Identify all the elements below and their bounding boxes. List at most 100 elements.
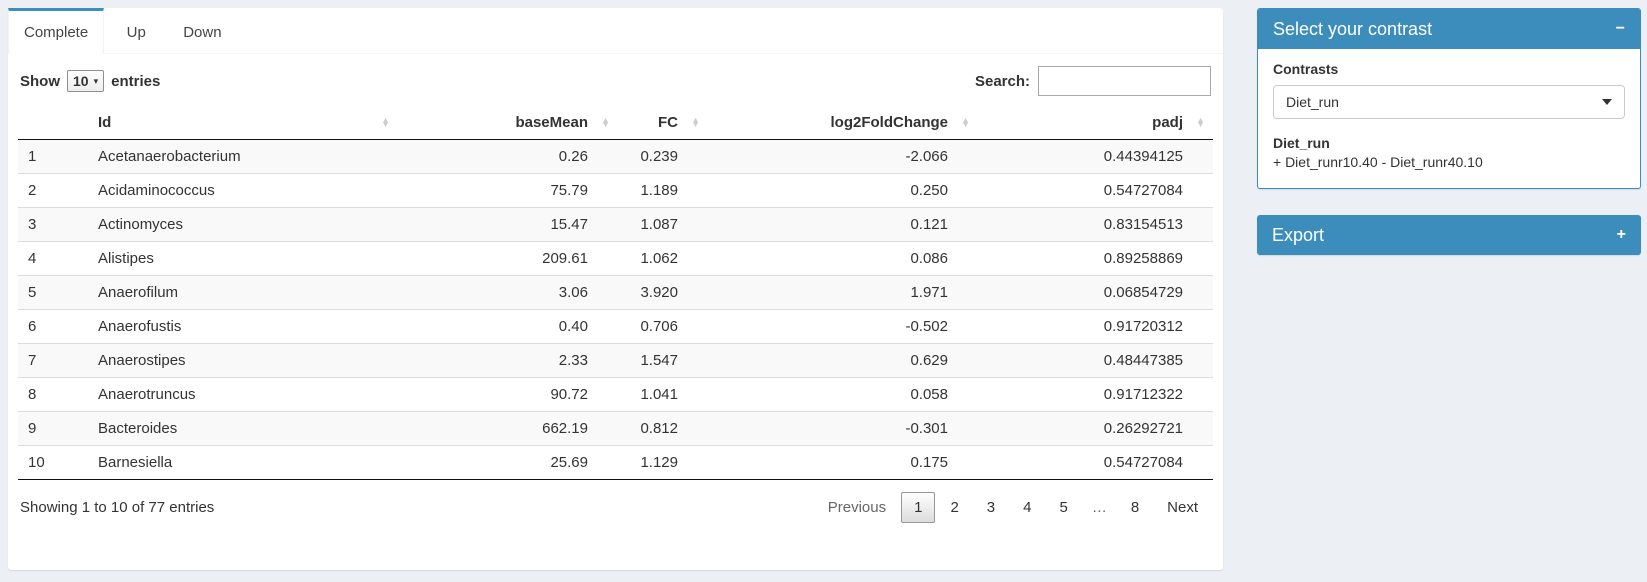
column-label: Id bbox=[98, 114, 112, 131]
cell-log2FoldChange: 0.175 bbox=[708, 445, 978, 480]
right-panel: Select your contrast − Contrasts Diet_ru… bbox=[1257, 8, 1641, 570]
page-length-select[interactable]: 10 ▾ bbox=[67, 70, 105, 92]
contrast-panel-header: Select your contrast − bbox=[1258, 9, 1640, 49]
tab-down[interactable]: Down bbox=[183, 24, 222, 41]
export-panel: Export + bbox=[1257, 215, 1641, 255]
cell-row-number: 9 bbox=[18, 411, 88, 446]
column-label: baseMean bbox=[515, 114, 588, 131]
search-label: Search: bbox=[974, 72, 1030, 90]
page-button-8[interactable]: 8 bbox=[1130, 499, 1140, 516]
cell-FC: 0.239 bbox=[618, 139, 708, 174]
cell-baseMean: 90.72 bbox=[398, 377, 618, 412]
cell-Id: Bacteroides bbox=[88, 411, 398, 446]
cell-log2FoldChange: -0.502 bbox=[708, 309, 978, 344]
column-header-log2FoldChange[interactable]: log2FoldChange ▲ ▼ bbox=[708, 106, 978, 140]
table-header-row: Id ▲ ▼ baseMean ▲ ▼ FC ▲ ▼ log2FoldChange ▲ ▼ padj ▲ ▼ bbox=[18, 106, 1213, 140]
cell-padj: 0.91720312 bbox=[978, 309, 1213, 344]
cell-baseMean: 209.61 bbox=[398, 241, 618, 276]
table-row: 1 Acetanaerobacterium 0.26 0.239 -2.066 0.443… bbox=[18, 139, 1213, 174]
sort-icon[interactable]: ▲ ▼ bbox=[1196, 114, 1205, 130]
cell-row-number: 4 bbox=[18, 241, 88, 276]
table-row: 4 Alistipes 209.61 1.062 0.086 0.89258869 bbox=[18, 241, 1213, 276]
previous-page-button[interactable]: Previous bbox=[827, 499, 887, 516]
expand-plus-icon[interactable]: + bbox=[1616, 226, 1626, 243]
pagination: Previous 1 2 3 4 5 … 8 Next bbox=[813, 492, 1211, 523]
page-button-2[interactable]: 2 bbox=[950, 499, 959, 516]
sort-icon[interactable]: ▲ ▼ bbox=[601, 114, 610, 130]
contrast-select[interactable]: Diet_run bbox=[1273, 85, 1625, 119]
page-button-1[interactable]: 1 bbox=[901, 492, 936, 523]
entries-label: entries bbox=[111, 72, 161, 90]
sort-icon[interactable]: ▲ ▼ bbox=[691, 114, 700, 130]
table-row: 2 Acidaminococcus 75.79 1.189 0.250 0.5472708… bbox=[18, 173, 1213, 208]
cell-Id: Alistipes bbox=[88, 241, 398, 276]
column-header-FC[interactable]: FC ▲ ▼ bbox=[618, 106, 708, 140]
page: Complete Up Down Show 10 ▾ entries Search: bbox=[8, 8, 1641, 570]
table-controls: Show 10 ▾ entries Search: bbox=[20, 66, 1211, 96]
cell-FC: 1.189 bbox=[618, 173, 708, 208]
next-page-button[interactable]: Next bbox=[1167, 499, 1198, 516]
cell-log2FoldChange: 0.086 bbox=[708, 241, 978, 276]
column-header-padj[interactable]: padj ▲ ▼ bbox=[978, 106, 1213, 140]
collapse-minus-icon[interactable]: − bbox=[1615, 20, 1625, 37]
page-length-value: 10 bbox=[73, 73, 89, 89]
table-row: 6 Anaerofustis 0.40 0.706 -0.502 0.91720312 bbox=[18, 309, 1213, 344]
show-label: Show bbox=[20, 72, 60, 90]
cell-baseMean: 0.40 bbox=[398, 309, 618, 344]
cell-padj: 0.54727084 bbox=[978, 445, 1213, 480]
cell-FC: 1.129 bbox=[618, 445, 708, 480]
table-row: 9 Bacteroides 662.19 0.812 -0.301 0.26292721 bbox=[18, 411, 1213, 446]
tab-up[interactable]: Up bbox=[126, 24, 146, 41]
column-header-baseMean[interactable]: baseMean ▲ ▼ bbox=[398, 106, 618, 140]
export-panel-header: Export + bbox=[1257, 215, 1641, 255]
contrast-panel-body: Contrasts Diet_run Diet_run + Diet_runr1… bbox=[1258, 49, 1640, 188]
page-button-3[interactable]: 3 bbox=[986, 499, 996, 516]
contrast-formula: + Diet_runr10.40 - Diet_runr40.10 bbox=[1273, 154, 1483, 170]
cell-padj: 0.83154513 bbox=[978, 207, 1213, 242]
cell-FC: 1.041 bbox=[618, 377, 708, 412]
cell-padj: 0.89258869 bbox=[978, 241, 1213, 276]
column-header-Id[interactable]: Id ▲ ▼ bbox=[88, 106, 398, 140]
column-label: FC bbox=[658, 114, 678, 131]
table-row: 8 Anaerotruncus 90.72 1.041 0.058 0.91712322 bbox=[18, 377, 1213, 412]
cell-row-number: 8 bbox=[18, 377, 88, 412]
cell-padj: 0.26292721 bbox=[978, 411, 1213, 446]
cell-Id: Actinomyces bbox=[88, 207, 398, 242]
cell-padj: 0.48447385 bbox=[978, 343, 1213, 378]
table-footer: Showing 1 to 10 of 77 entries Previous 1 2… bbox=[18, 480, 1213, 529]
sort-icon[interactable]: ▲ ▼ bbox=[381, 114, 390, 130]
results-table: Id ▲ ▼ baseMean ▲ ▼ FC ▲ ▼ log2FoldChange ▲ ▼ padj ▲ ▼… bbox=[18, 106, 1213, 480]
cell-Id: Acidaminococcus bbox=[88, 173, 398, 208]
page-button-4[interactable]: 4 bbox=[1023, 499, 1032, 516]
cell-baseMean: 75.79 bbox=[398, 173, 618, 208]
table-row: 3 Actinomyces 15.47 1.087 0.121 0.83154513 bbox=[18, 207, 1213, 242]
cell-row-number: 3 bbox=[18, 207, 88, 242]
cell-row-number: 2 bbox=[18, 173, 88, 208]
tab-content: Show 10 ▾ entries Search: Id ▲ ▼ baseMean ▲ ▼… bbox=[8, 54, 1223, 539]
cell-row-number: 10 bbox=[18, 445, 88, 480]
cell-Id: Anaerofilum bbox=[88, 275, 398, 310]
tab-complete[interactable]: Complete bbox=[8, 8, 105, 54]
cell-log2FoldChange: 0.250 bbox=[708, 173, 978, 208]
contrast-name: Diet_run bbox=[1273, 135, 1330, 151]
cell-Id: Anaerostipes bbox=[88, 343, 398, 378]
page-button-5[interactable]: 5 bbox=[1059, 499, 1068, 516]
cell-log2FoldChange: 1.971 bbox=[708, 275, 978, 310]
cell-FC: 1.087 bbox=[618, 207, 708, 242]
cell-row-number: 1 bbox=[18, 139, 88, 174]
page-length-control: Show 10 ▾ entries bbox=[20, 70, 160, 92]
contrast-panel: Select your contrast − Contrasts Diet_ru… bbox=[1257, 8, 1641, 189]
cell-baseMean: 2.33 bbox=[398, 343, 618, 378]
cell-padj: 0.06854729 bbox=[978, 275, 1213, 310]
chevron-down-icon bbox=[1602, 99, 1612, 105]
contrast-select-value: Diet_run bbox=[1286, 94, 1339, 110]
cell-row-number: 7 bbox=[18, 343, 88, 378]
search-input[interactable] bbox=[1038, 66, 1211, 96]
cell-baseMean: 0.26 bbox=[398, 139, 618, 174]
table-row: 5 Anaerofilum 3.06 3.920 1.971 0.06854729 bbox=[18, 275, 1213, 310]
sort-icon[interactable]: ▲ ▼ bbox=[961, 114, 970, 130]
table-info: Showing 1 to 10 of 77 entries bbox=[20, 499, 215, 516]
export-panel-title: Export bbox=[1272, 224, 1325, 245]
pagination-ellipsis: … bbox=[1091, 499, 1107, 516]
cell-Id: Anaerofustis bbox=[88, 309, 398, 344]
